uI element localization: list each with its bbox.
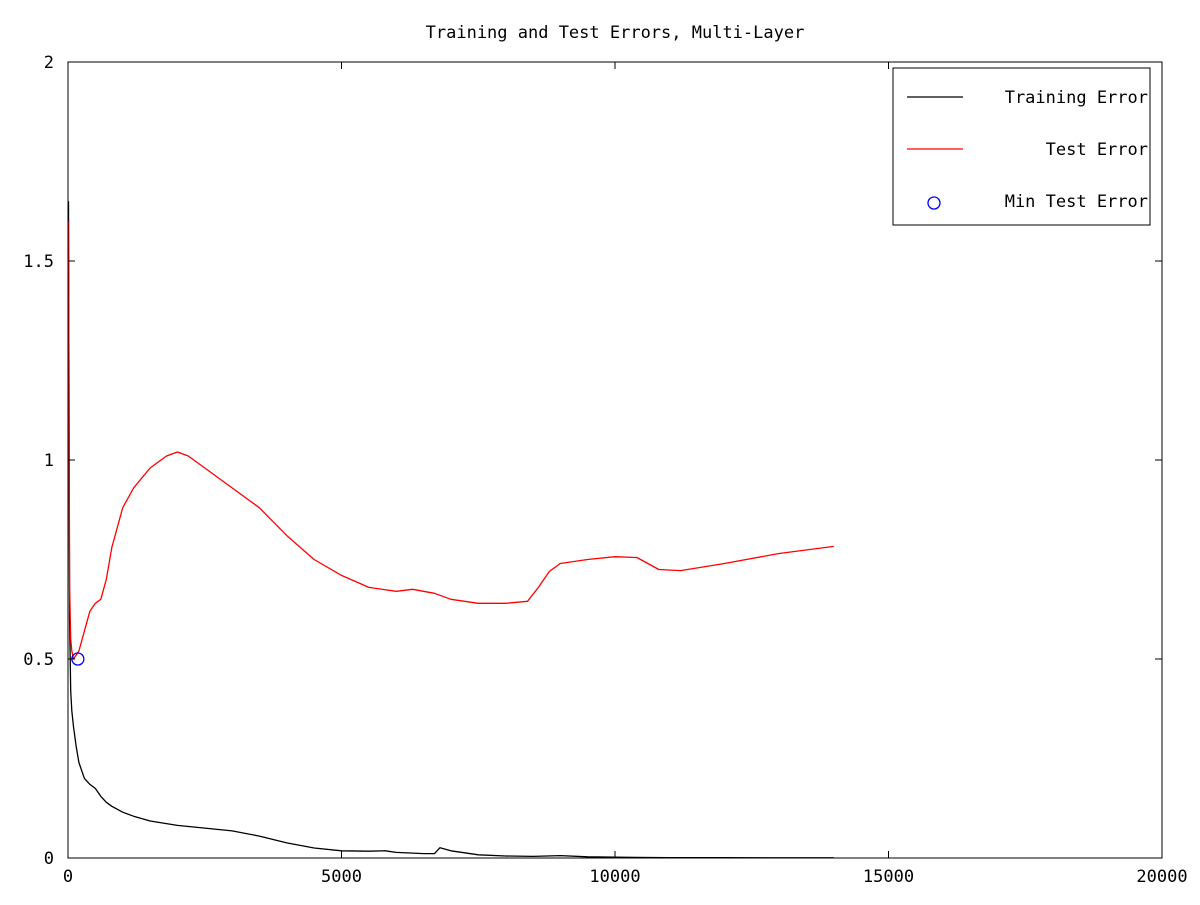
x-tick-label: 10000	[589, 867, 640, 887]
x-tick-label: 15000	[863, 867, 914, 887]
legend-swatch-2	[927, 196, 941, 210]
axes-layer: 0 5000 10000 15000 20000 0 0.5 1 1.5 2	[23, 53, 1187, 887]
x-tick-label: 20000	[1136, 867, 1187, 887]
x-tick-label: 0	[63, 867, 73, 887]
y-tick-label: 0.5	[23, 650, 54, 670]
y-tick-label: 1	[44, 451, 54, 471]
series-line-1	[67, 221, 834, 660]
legend: Training Error Test Error Min Test Error	[892, 67, 1151, 226]
legend-label-0: Training Error	[1005, 88, 1148, 108]
chart-title: Training and Test Errors, Multi-Layer	[426, 23, 805, 43]
y-tick-label: 2	[44, 53, 54, 73]
x-tick-label: 5000	[321, 867, 362, 887]
y-tick-label: 0	[44, 849, 54, 869]
legend-box	[892, 67, 1151, 226]
legend-label-2: Min Test Error	[1005, 192, 1148, 212]
y-tick-label: 1.5	[23, 252, 54, 272]
legend-label-1: Test Error	[1046, 140, 1148, 160]
series-line-0	[67, 201, 834, 859]
